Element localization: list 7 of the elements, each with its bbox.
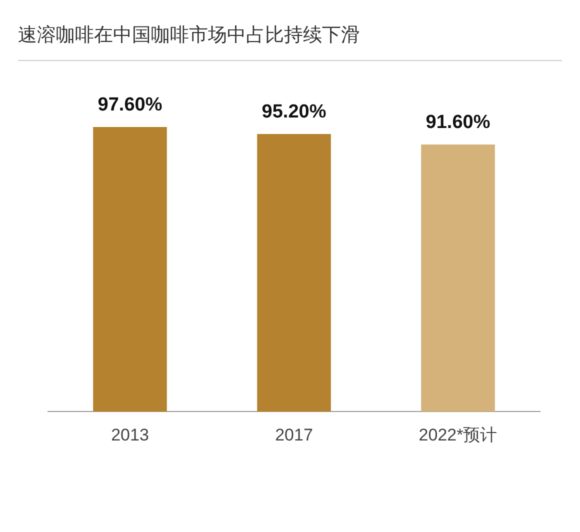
x-tick-label: 2013: [111, 425, 149, 444]
x-tick-label: 2022*预计: [418, 425, 498, 444]
data-label: 97.60%: [98, 94, 162, 116]
data-label: 95.20%: [262, 102, 326, 123]
x-tick-label: 2017: [275, 425, 313, 444]
chart-title: 速溶咖啡在中国咖啡市场中占比持续下滑: [18, 23, 360, 48]
data-label: 91.60%: [426, 112, 490, 134]
